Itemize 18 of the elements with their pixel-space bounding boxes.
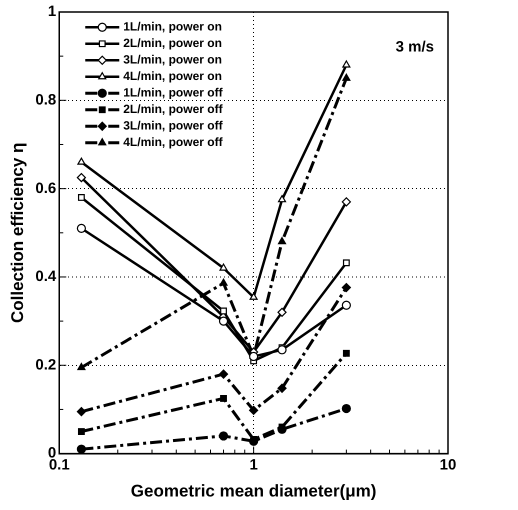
legend-label: 3L/min, power on	[123, 52, 222, 67]
legend-label: 1L/min, power on	[123, 20, 222, 34]
x-tick-label: 1	[249, 456, 258, 474]
x-tick-label: 10	[440, 456, 456, 474]
legend-label: 4L/min, power on	[123, 69, 222, 84]
x-axis-title: Geometric mean diameter(μm)	[130, 481, 376, 500]
y-tick-label: 0.6	[35, 180, 56, 197]
legend-label: 1L/min, power off	[123, 86, 224, 100]
legend-label: 3L/min, power off	[123, 118, 224, 133]
y-tick-label: 0.8	[35, 91, 56, 108]
y-axis-title: Collection efficiency η	[8, 142, 27, 324]
legend-label: 2L/min, power off	[123, 102, 224, 116]
y-tick-label: 1	[48, 3, 56, 20]
y-tick-label: 0.4	[35, 268, 57, 286]
annotation: 3 m/s	[396, 38, 434, 56]
legend-label: 4L/min, power off	[123, 135, 224, 150]
y-tick-label: 0.2	[35, 356, 56, 374]
legend-label: 2L/min, power on	[123, 36, 222, 50]
